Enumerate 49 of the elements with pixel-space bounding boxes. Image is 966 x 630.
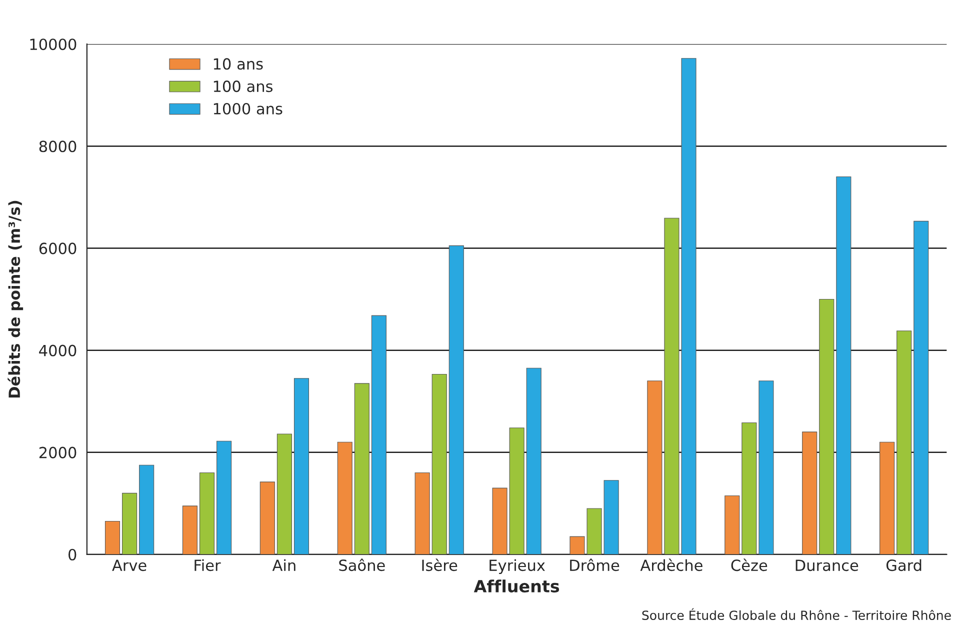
bar [836,176,852,554]
bar [294,378,310,554]
x-tick-label: Gard [886,559,922,572]
bar [802,432,818,554]
x-tick-label: Drôme [570,558,620,572]
bar [758,380,774,554]
x-tick-label: Isère [422,558,458,572]
bar [526,368,542,554]
x-tick-label: Ardèche [640,558,702,572]
x-tick-label: Cèze [731,558,768,572]
bar [199,472,215,554]
bar [354,383,370,554]
legend-label: 100 ans [214,80,273,92]
bar [371,315,386,554]
y-tick-label: 0 [68,548,76,560]
x-tick-label: Saône [339,558,385,572]
bar [819,298,834,554]
x-tick-label: Durance [796,560,858,572]
bar [276,434,292,554]
bar [182,506,198,554]
bar [448,245,464,554]
bar [139,464,154,554]
x-tick-label: Ain [272,559,296,571]
bar [337,442,352,554]
bar [742,422,757,554]
source-note: Source Étude Globale du Rhône - Territoire Rhône [642,608,951,620]
x-tick-label: Arve [112,560,146,572]
bar [896,330,912,554]
bar [104,520,120,554]
x-tick-label: Eyrieux [490,559,545,574]
bar [122,492,138,554]
legend-label: 10 ans [214,58,263,70]
x-axis-title: Affluents [474,580,560,593]
bar [414,472,430,554]
y-tick-label: 2000 [39,446,76,458]
bar [432,374,447,554]
x-tick-label: Fier [194,559,221,572]
y-tick-label: 10000 [30,38,76,50]
y-tick-label: 8000 [39,140,76,152]
y-tick-label: 6000 [39,242,76,254]
y-axis-title: Débits de pointe (m³/s) [8,200,24,398]
y-tick-label: 4000 [39,344,76,356]
bar [880,442,895,554]
bar [724,495,740,554]
legend-label: 1000 ans [214,102,282,115]
bar [216,440,232,554]
bar [914,220,929,554]
bar [260,482,275,554]
bar [647,380,662,554]
